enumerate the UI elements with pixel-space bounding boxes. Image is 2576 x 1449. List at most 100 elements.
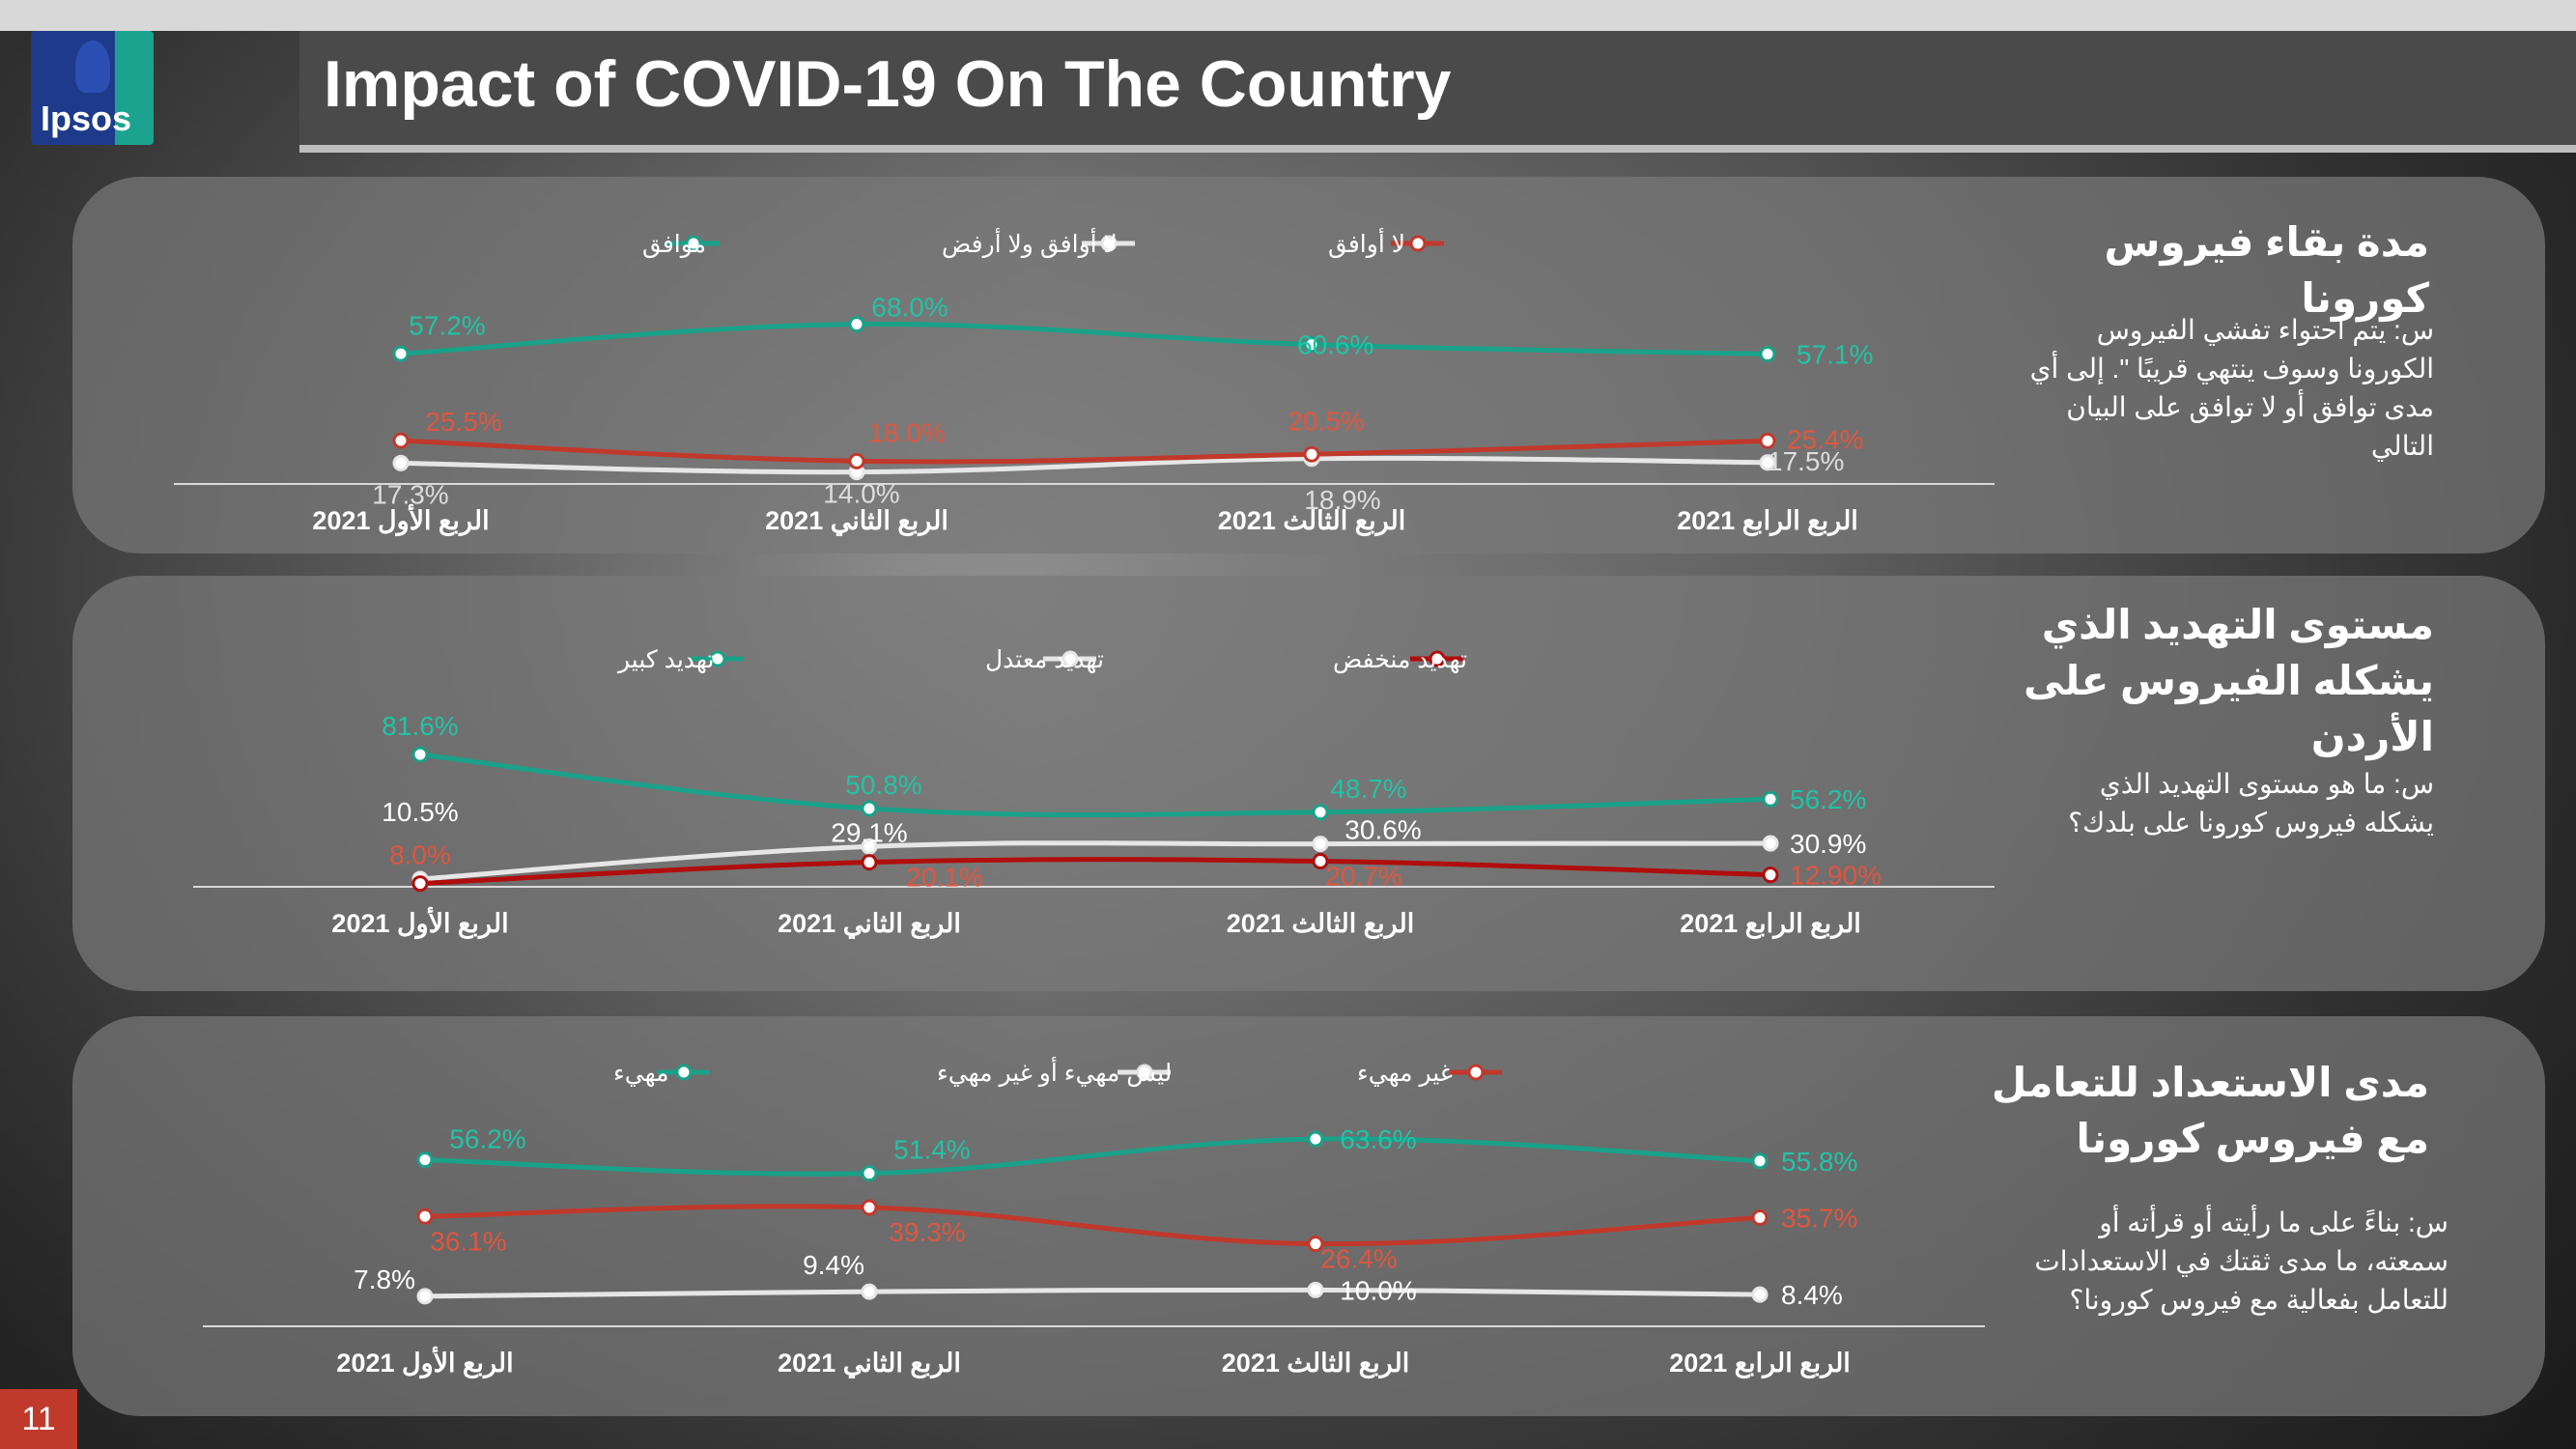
data-label: 20.1%: [906, 863, 982, 893]
data-label: 20.7%: [1325, 862, 1401, 892]
panel-3-title: مدى الاستعداد للتعامل مع فيروس كورونا: [1991, 1060, 2429, 1161]
data-label: 51.4%: [893, 1135, 970, 1165]
data-label: 57.1%: [1797, 340, 1873, 370]
data-label: 30.6%: [1345, 815, 1421, 845]
data-point: [861, 800, 878, 817]
data-label: 8.0%: [389, 840, 451, 870]
data-point: [1759, 454, 1776, 471]
data-label: 25.4%: [1787, 424, 1863, 454]
series-line: [417, 840, 1773, 882]
series-line: [417, 857, 1773, 887]
series-line: [422, 1136, 1763, 1177]
data-point: [861, 854, 878, 871]
legend-label: ليس مهيء أو غير مهيء: [937, 1056, 1172, 1088]
data-label: 55.8%: [1781, 1147, 1857, 1177]
data-point: [1759, 432, 1776, 449]
data-label: 17.5%: [1768, 446, 1844, 476]
data-point: [416, 1208, 434, 1225]
category-label: الربع الأول 2021: [336, 1347, 513, 1379]
data-point: [1751, 1152, 1769, 1170]
data-label: 10.0%: [1340, 1275, 1416, 1305]
legend-label: تهديد كبير: [616, 646, 714, 674]
data-label: 56.2%: [1790, 784, 1866, 814]
data-label: 56.2%: [449, 1124, 525, 1154]
data-point: [1762, 867, 1779, 884]
page-number: 11: [0, 1389, 77, 1449]
page-title: Impact of COVID-19 On The Country: [324, 47, 1452, 121]
legend-marker: [1429, 650, 1446, 668]
legend-label: لا أوافق ولا أرفض: [942, 227, 1118, 259]
data-point: [392, 432, 410, 449]
data-point: [1759, 346, 1776, 363]
panel-3-question: س: بناءً على ما رأيته أو قرأته أو سمعته،…: [2034, 1208, 2449, 1315]
data-point: [861, 1199, 878, 1216]
legend-marker: [1409, 235, 1427, 252]
category-label: الربع الرابع 2021: [1680, 909, 1861, 940]
category-label: الربع الثالث 2021: [1218, 506, 1405, 537]
category-label: الربع الثاني 2021: [778, 909, 961, 940]
data-label: 81.6%: [382, 711, 458, 741]
data-point: [1312, 853, 1329, 870]
data-label: 30.9%: [1790, 829, 1866, 859]
data-label: 14.0%: [823, 479, 899, 509]
legend-label: تهديد منخفض: [1333, 646, 1467, 674]
data-point: [861, 1165, 878, 1182]
data-point: [1751, 1208, 1769, 1226]
series-line: [398, 438, 1770, 465]
category-label: الربع الأول 2021: [331, 907, 508, 940]
panel-threat-level: [72, 576, 2545, 991]
data-point: [1312, 804, 1329, 821]
category-label: الربع الثاني 2021: [765, 506, 948, 537]
panel-1-question: س: يتم احتواء تفشي الفيروس الكورونا وسوف…: [2029, 315, 2434, 461]
logo-figure-icon: [75, 41, 110, 93]
data-label: 12.90%: [1790, 861, 1882, 891]
data-label: 8.4%: [1781, 1280, 1843, 1310]
data-point: [1303, 336, 1320, 354]
series-line: [398, 455, 1770, 475]
data-label: 68.0%: [871, 293, 948, 323]
data-label: 35.7%: [1781, 1203, 1857, 1233]
data-label: 26.4%: [1320, 1244, 1397, 1274]
legend-marker: [1136, 1064, 1153, 1081]
logo-text: Ipsos: [41, 99, 132, 138]
data-label: 50.8%: [845, 770, 921, 800]
data-point: [861, 838, 878, 855]
data-point: [1307, 1130, 1324, 1148]
legend-marker: [1062, 650, 1079, 668]
data-point: [861, 1283, 878, 1300]
legend-label: تهديد معتدل: [985, 646, 1104, 674]
series-line: [417, 752, 1773, 818]
data-label: 7.8%: [354, 1264, 415, 1294]
legend-marker: [1100, 235, 1118, 252]
category-label: الربع الثاني 2021: [778, 1349, 961, 1379]
legend-label: غير مهيء: [1357, 1060, 1453, 1088]
data-point: [1307, 1281, 1324, 1298]
legend-label: موافق: [642, 231, 706, 259]
category-label: الربع الرابع 2021: [1677, 506, 1858, 537]
data-label: 9.4%: [803, 1250, 864, 1280]
data-point: [1762, 790, 1779, 808]
data-label: 17.3%: [372, 479, 448, 509]
title-bar: [299, 31, 2576, 145]
legend-marker: [685, 235, 702, 252]
data-label: 18.0%: [868, 417, 945, 447]
legend-marker: [709, 650, 726, 668]
data-point: [411, 875, 429, 893]
series-line: [422, 1287, 1763, 1299]
data-point: [848, 452, 865, 469]
data-label: 10.5%: [382, 797, 458, 827]
data-label: 36.1%: [430, 1226, 506, 1256]
panel-2-question: س: ما هو مستوى التهديد الذي يشكله فيروس …: [2068, 769, 2434, 838]
category-label: الربع الثالث 2021: [1222, 1349, 1409, 1379]
data-point: [1762, 835, 1779, 852]
legend-label: لا أوافق: [1328, 227, 1405, 259]
data-label: 39.3%: [889, 1217, 965, 1247]
top-strip: [0, 0, 2576, 31]
data-label: 60.6%: [1297, 330, 1373, 360]
data-label: 63.6%: [1340, 1124, 1416, 1154]
data-point: [848, 316, 865, 333]
title-underline: [299, 145, 2576, 153]
data-point: [416, 1151, 434, 1169]
data-point: [1751, 1286, 1769, 1303]
